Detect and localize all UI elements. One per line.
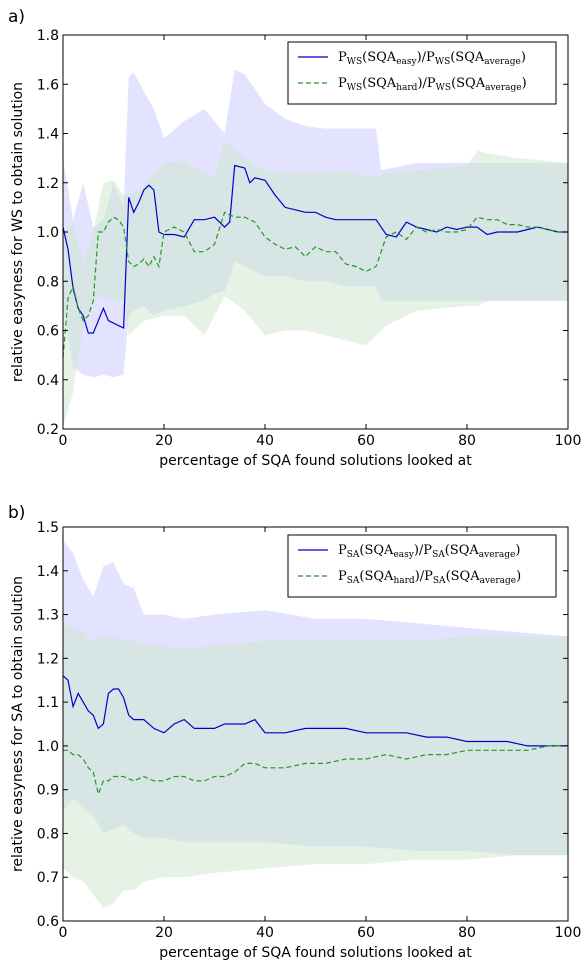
legend-text: )/P [417,76,435,91]
x-tick-label: 80 [458,925,476,941]
x-tick-label: 20 [155,925,173,941]
axes-frame [62,526,569,922]
legend-box [287,534,557,598]
legend-subscript: hard [393,576,414,586]
legend-subscript: SA [433,576,446,586]
x-tick-label: 100 [555,925,582,941]
legend-entry-easy: PSA(SQAeasy)/PSA(SQAaverage) [338,543,520,560]
legend-subscript: average [485,83,522,93]
legend-text: (SQA [359,569,394,584]
legend-subscript: easy [396,57,417,67]
confidence-band-hard [63,623,568,908]
legend-text: (SQA [450,50,485,65]
legend-text: (SQA [359,543,394,558]
y-axis-label: relative easyness for WS to obtain solut… [10,82,26,382]
y-tick-label: 1.5 [37,520,59,536]
y-tick-label: 0.8 [37,274,59,290]
y-tick-label: 1.8 [37,28,59,44]
legend: PWS(SQAeasy)/PWS(SQAaverage)PWS(SQAhard)… [287,41,557,105]
legend-text: P [338,76,347,91]
legend-text: )/P [414,543,432,558]
y-tick-label: 0.2 [37,422,59,438]
series-line-easy [63,164,568,334]
legend-text: )/P [415,569,433,584]
y-tick-label: 1.3 [37,608,59,624]
legend-subscript: average [479,550,516,560]
y-tick-label: 1.4 [37,127,59,143]
legend-text: (SQA [445,543,480,558]
legend-entry-hard: PSA(SQAhard)/PSA(SQAaverage) [338,569,521,586]
legend-subscript: WS [347,83,362,93]
y-tick-label: 0.8 [37,826,59,842]
legend-box [287,41,557,105]
x-tick-label: 0 [59,925,68,941]
x-tick-label: 60 [357,433,375,449]
x-axis-label: percentage of SQA found solutions looked… [159,453,472,469]
y-tick-label: 1.0 [37,225,59,241]
y-tick-label: 1.2 [37,176,59,192]
y-tick-label: 1.0 [37,739,59,755]
legend-subscript: hard [396,83,417,93]
legend-subscript: SA [432,550,445,560]
chart-panel-b: b) 0 20 40 60 80 100 0.6 0.7 0.8 0.9 1.0 1.1 1.2 1.3 1.… [8,503,581,961]
legend-subscript: average [484,57,521,67]
y-tick-label: 1.1 [37,695,59,711]
panel-label: b) [8,503,25,523]
x-axis-label: percentage of SQA found solutions looked… [159,945,472,961]
legend-text: ) [515,543,520,558]
y-tick-label: 1.2 [37,651,59,667]
legend-text: P [338,50,347,65]
legend-entry-easy: PWS(SQAeasy)/PWS(SQAaverage) [338,50,526,67]
x-tick-label: 60 [357,925,375,941]
y-tick-label: 0.4 [37,373,59,389]
legend-subscript: WS [347,57,362,67]
legend: PSA(SQAeasy)/PSA(SQAaverage)PSA(SQAhard)… [287,534,557,598]
y-tick-label: 0.6 [37,914,59,930]
y-tick-label: 0.6 [37,324,59,340]
y-tick-label: 1.6 [37,77,59,93]
y-axis-label: relative easyness for SA to obtain solut… [10,576,26,872]
legend-subscript: WS [436,83,451,93]
plot-area [63,69,568,427]
legend-text: (SQA [451,76,486,91]
legend-text: (SQA [446,569,481,584]
x-tick-label: 40 [256,433,274,449]
confidence-band-hard [63,140,568,427]
plot-area [63,540,568,908]
legend-text: P [338,569,347,584]
legend-text: ) [521,50,526,65]
legend-text: P [338,543,347,558]
x-tick-label: 100 [555,433,582,449]
legend-subscript: average [480,576,517,586]
series-line-easy [63,675,568,747]
x-tick-label: 20 [155,433,173,449]
y-tick-label: 1.4 [37,564,59,580]
panel-label: a) [8,7,25,27]
legend-text: (SQA [362,50,397,65]
legend-text: ) [522,76,527,91]
legend-subscript: SA [347,576,360,586]
x-tick-label: 0 [59,433,68,449]
x-tick-label: 80 [458,433,476,449]
series-line-hard [63,745,568,797]
legend-subscript: SA [347,550,360,560]
x-tick-label: 40 [256,925,274,941]
legend-text: )/P [417,50,435,65]
chart-panel-a: a) 0 20 40 60 80 100 0.2 0.4 0.6 0.8 1.0 1.2 1.4 1.6 1.… [8,7,581,469]
legend-subscript: WS [435,57,450,67]
legend-text: ) [516,569,521,584]
legend-text: (SQA [362,76,397,91]
legend-subscript: easy [393,550,414,560]
y-tick-label: 0.7 [37,870,59,886]
legend-entry-hard: PWS(SQAhard)/PWS(SQAaverage) [338,76,527,93]
y-tick-label: 0.9 [37,783,59,799]
